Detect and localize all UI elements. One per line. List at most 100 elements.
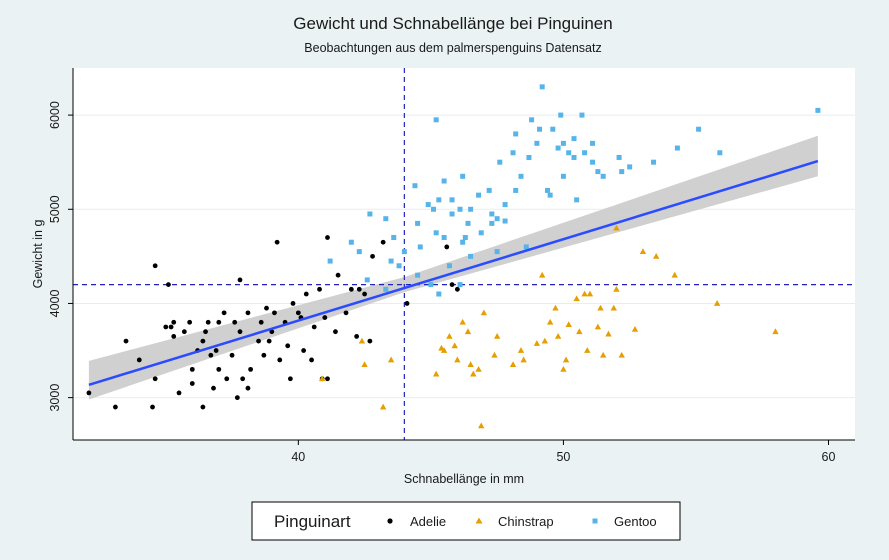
point-adelie (216, 366, 222, 372)
point-gentoo (513, 187, 519, 193)
point-gentoo (383, 216, 389, 222)
point-adelie (333, 329, 338, 335)
point-gentoo (494, 216, 500, 222)
point-adelie (309, 357, 314, 363)
point-adelie (444, 244, 450, 250)
point-gentoo (462, 235, 468, 241)
point-chinstrap (451, 342, 458, 349)
point-gentoo (513, 131, 519, 137)
point-chinstrap (379, 403, 387, 410)
chart-subtitle: Beobachtungen aus dem palmerspenguins Da… (304, 41, 601, 55)
point-adelie (248, 366, 254, 372)
point-adelie (258, 319, 264, 325)
point-gentoo (396, 263, 402, 269)
legend-marker-adelie (387, 518, 393, 524)
point-gentoo (529, 117, 535, 123)
point-gentoo (433, 117, 439, 123)
point-gentoo (717, 150, 723, 156)
point-adelie (229, 352, 235, 358)
regression-line-path (88, 159, 819, 387)
point-adelie (224, 376, 230, 382)
point-gentoo (327, 258, 333, 264)
point-adelie (86, 390, 92, 396)
point-chinstrap (605, 330, 612, 337)
point-adelie (200, 404, 206, 410)
point-chinstrap (713, 300, 721, 306)
point-gentoo (539, 84, 545, 90)
point-adelie (277, 357, 283, 363)
point-chinstrap (478, 422, 485, 429)
point-chinstrap (387, 356, 395, 363)
point-gentoo (571, 136, 577, 142)
point-chinstrap (454, 356, 461, 363)
point-adelie (152, 376, 158, 382)
point-adelie (322, 315, 328, 320)
y-tick-label: 3000 (48, 384, 62, 412)
point-adelie (221, 310, 227, 316)
point-chinstrap (597, 304, 604, 311)
legend-marker-gentoo (592, 518, 598, 524)
point-chinstrap (546, 318, 554, 325)
point-gentoo (449, 211, 455, 217)
point-gentoo (534, 140, 540, 146)
point-gentoo (465, 220, 471, 226)
point-adelie (367, 338, 373, 344)
point-gentoo (460, 173, 466, 179)
point-chinstrap (464, 328, 472, 335)
point-gentoo (356, 249, 362, 255)
point-adelie (303, 291, 309, 297)
point-adelie (354, 334, 360, 339)
y-tick-label: 6000 (48, 101, 62, 129)
point-adelie (211, 385, 216, 391)
point-gentoo (436, 197, 442, 203)
point-chinstrap (358, 337, 366, 344)
point-chinstrap (480, 309, 488, 316)
point-gentoo (494, 249, 500, 255)
point-chinstrap (541, 337, 549, 344)
point-adelie (266, 338, 272, 344)
legend-label-chinstrap: Chinstrap (498, 514, 554, 529)
point-adelie (232, 319, 238, 325)
point-adelie (234, 395, 240, 401)
point-chinstrap (361, 361, 368, 368)
point-chinstrap (554, 333, 562, 339)
point-gentoo (428, 282, 434, 288)
point-adelie (152, 263, 158, 269)
point-chinstrap (552, 304, 559, 311)
point-adelie (200, 338, 206, 344)
point-gentoo (560, 140, 566, 146)
point-adelie (274, 239, 280, 245)
point-chinstrap (560, 365, 567, 372)
point-chinstrap (539, 271, 546, 278)
point-adelie (245, 385, 251, 391)
point-adelie (272, 310, 277, 316)
point-chinstrap (599, 351, 607, 358)
point-adelie (237, 329, 243, 335)
point-adelie (189, 366, 195, 372)
point-adelie (348, 286, 354, 292)
point-chinstrap (613, 224, 620, 231)
point-gentoo (547, 192, 553, 198)
y-tick-label: 5000 (48, 195, 62, 223)
point-chinstrap (610, 304, 617, 311)
point-gentoo (348, 239, 354, 245)
point-adelie (256, 338, 261, 344)
point-chinstrap (470, 370, 477, 377)
x-tick-label: 50 (556, 450, 570, 464)
point-gentoo (616, 154, 622, 160)
point-adelie (240, 376, 246, 382)
legend-label-gentoo: Gentoo (614, 514, 657, 529)
point-gentoo (457, 206, 463, 212)
data-points (86, 84, 821, 429)
point-gentoo (574, 197, 580, 203)
point-gentoo (815, 107, 821, 113)
point-adelie (203, 329, 208, 335)
point-chinstrap (586, 290, 594, 297)
point-adelie (123, 338, 129, 344)
regression-line (88, 159, 819, 387)
point-gentoo (446, 263, 452, 269)
point-adelie (176, 390, 182, 396)
point-adelie (189, 381, 195, 386)
y-ticks: 3000 4000 5000 6000 (48, 101, 73, 412)
